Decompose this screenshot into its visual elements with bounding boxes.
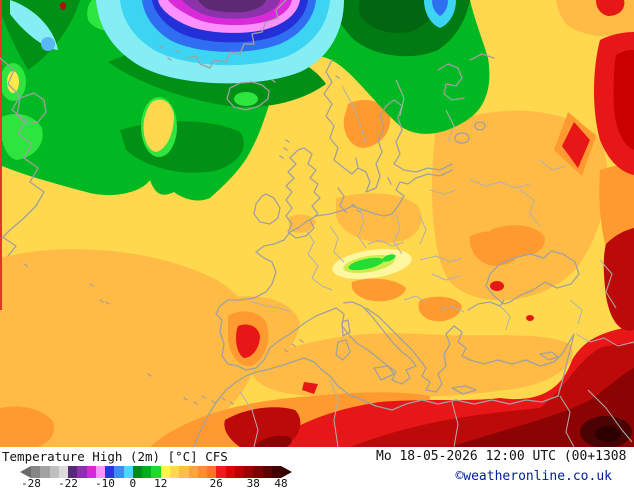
colorbar-segment: [114, 466, 124, 478]
left-edge-red-strip: [0, 0, 2, 310]
region-marmara-red-dot: [490, 281, 504, 291]
country-borders: [239, 79, 634, 447]
colorbar-ticks: -28 -22 -10 0 12 26 38 48: [21, 477, 288, 490]
ring-purple-dark: [198, 0, 266, 13]
region-bottomleft-deeporange: [0, 406, 55, 447]
copyright-label: ©weatheronline.co.uk: [455, 469, 612, 484]
region-morocco-maroon-core: [255, 436, 292, 447]
colorbar-segment: [271, 466, 282, 478]
coastline-greenland: [159, 0, 287, 69]
region-barents-deepest-green: [358, 0, 440, 34]
colorbar-segment: [225, 466, 235, 478]
lake-onega: [474, 121, 486, 131]
region-newfoundland-yellow-spot: [7, 71, 19, 93]
colorbar-segment: [216, 466, 226, 478]
status-bar: Temperature High (2m) [°C] CFS Mo 18-05-…: [0, 447, 634, 490]
region-balkans-deeporange: [418, 296, 462, 322]
colorbar-segment: [105, 466, 115, 478]
colorbar-left-arrow: [20, 466, 31, 478]
border-lines: [239, 79, 634, 447]
colorbar-segments: [31, 466, 282, 478]
alps-green-core: [348, 257, 384, 271]
colorbar-right-arrow: [281, 466, 292, 478]
region-righttop-red-core: [613, 50, 634, 150]
alps-cold-spot: [332, 249, 412, 279]
coastline-italy: [335, 301, 417, 385]
region-russia-red-diamond: [562, 122, 590, 168]
region-tunisia-red-spot: [302, 382, 318, 394]
colorbar-segment: [40, 466, 50, 478]
colorbar-segment: [151, 466, 161, 478]
colorbar-segment: [197, 466, 208, 478]
colorbar-tick-label: 12: [154, 477, 168, 490]
datetime-label: Mo 18-05-2026 12:00 UTC (00+1308: [376, 449, 627, 464]
region-middleeast-darkred-column: [603, 228, 634, 331]
coastline-ireland: [253, 193, 281, 225]
colorbar-tick-label: -10: [95, 477, 115, 490]
coastline-west-europe-iberia: [215, 209, 345, 371]
region-spain-red-core: [236, 324, 260, 358]
colorbar-segment: [49, 466, 59, 478]
colorbar-segment: [86, 466, 96, 478]
colorbar-segment: [142, 466, 152, 478]
coastline-aegean-marmara: [453, 299, 505, 361]
colorbar-segment: [77, 466, 87, 478]
colorbar-segment: [179, 466, 189, 478]
product-label: Temperature High (2m) [°C] CFS: [2, 449, 228, 464]
colorbar-tick-label: 38: [246, 477, 260, 490]
coastline-britain: [279, 139, 321, 239]
colorbar-segment: [31, 466, 41, 478]
region-topedge-red-patch: [596, 0, 625, 16]
region-whitesea-blue: [432, 0, 448, 16]
colorbar-tick-label: 0: [129, 477, 137, 490]
colorbar-segment: [262, 466, 272, 478]
temperature-map: [0, 0, 634, 447]
coastline-balkans-greece: [365, 307, 455, 393]
alps-green-core-2: [382, 254, 396, 262]
region-po-valley-deeporange: [351, 278, 406, 302]
colorbar-tick-label: 26: [209, 477, 223, 490]
colorbar-segment: [95, 466, 106, 478]
coastline-turkey-levant: [469, 333, 575, 397]
coastlines: [0, 0, 580, 447]
region-darkest-spot-core: [595, 426, 621, 442]
temperature-colorbar: [20, 466, 292, 478]
coastline-north-africa: [193, 357, 559, 447]
region-rightedge-deeporange: [599, 164, 634, 248]
region-yellow-finger: [143, 99, 174, 152]
region-central-europe-orange: [336, 193, 422, 243]
region-iceland-brightgreen: [234, 92, 258, 106]
region-south-england-orange: [288, 214, 316, 233]
region-anatolia-red-dot: [526, 315, 534, 321]
coastline-atlantic-islands: [23, 263, 234, 405]
coastline-iceland: [226, 79, 276, 111]
coastline-north-america: [0, 57, 47, 257]
colorbar-segment: [253, 466, 263, 478]
colorbar-segment: [207, 466, 217, 478]
colorbar-tick-label: 48: [274, 477, 288, 490]
colorbar-segment: [123, 466, 133, 478]
coastline-med-islands: [284, 319, 559, 395]
topedge-red-dot: [60, 2, 66, 10]
colorbar-segment: [169, 466, 180, 478]
coastline-black-sea: [485, 250, 580, 305]
colorbar-tick-label: -28: [21, 477, 41, 490]
colorbar-segment: [58, 466, 69, 478]
temperature-field: [0, 0, 634, 447]
colorbar-tick-label: -22: [58, 477, 78, 490]
colorbar-segment: [160, 466, 170, 478]
lake-ladoga: [454, 132, 470, 144]
colorbar-segment: [188, 466, 198, 478]
colorbar-segment: [244, 466, 254, 478]
labrador-blue-spot: [41, 37, 55, 51]
colorbar-segment: [68, 466, 78, 478]
colorbar-segment: [234, 466, 245, 478]
colorbar-segment: [132, 466, 143, 478]
region-atlantic-orange: [0, 249, 258, 447]
coastline-scandinavia-baltic: [323, 53, 495, 217]
region-ukraine-deeporange: [469, 231, 521, 266]
